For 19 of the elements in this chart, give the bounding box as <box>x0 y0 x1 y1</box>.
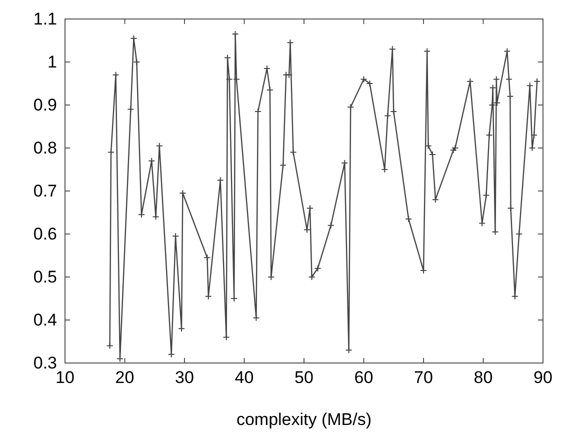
y-tick-label: 0.5 <box>33 267 57 286</box>
y-tick-label: 0.6 <box>33 224 57 244</box>
x-tick-label: 40 <box>234 368 254 388</box>
x-tick-label: 30 <box>175 368 194 388</box>
x-tick-label: 90 <box>534 368 552 388</box>
y-tick-label: 0.3 <box>33 353 57 372</box>
x-tick-label: 20 <box>115 368 134 388</box>
y-tick-label: 0.9 <box>33 95 57 114</box>
y-tick-label: 0.8 <box>33 138 57 158</box>
x-tick-label: 60 <box>354 368 374 388</box>
x-tick-label: 10 <box>56 368 74 388</box>
y-tick-label: 1 <box>48 52 57 72</box>
y-tick-label: 0.7 <box>33 181 57 200</box>
y-tick-label: 0.4 <box>33 310 57 330</box>
y-tick-label: 1.1 <box>33 9 57 28</box>
x-tick-label: 70 <box>414 368 433 388</box>
x-tick-label: 50 <box>294 368 314 388</box>
x-tick-label: 80 <box>474 368 493 388</box>
x-axis-title: complexity (MB/s) <box>236 410 372 429</box>
